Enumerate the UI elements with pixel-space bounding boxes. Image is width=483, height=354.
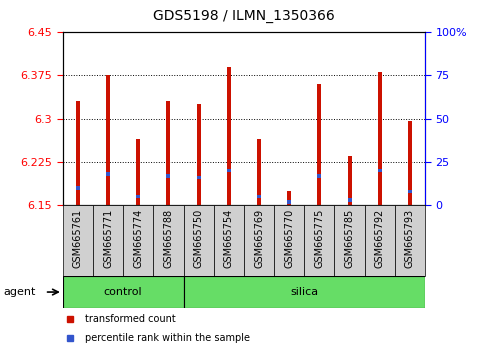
Bar [76, 101, 80, 205]
Bar [378, 169, 382, 172]
Bar [274, 205, 304, 276]
Bar [317, 84, 321, 205]
Bar [63, 205, 93, 276]
Text: GSM665792: GSM665792 [375, 209, 385, 268]
Text: GSM665785: GSM665785 [344, 209, 355, 268]
Text: GSM665770: GSM665770 [284, 209, 294, 268]
Text: GSM665775: GSM665775 [314, 209, 325, 268]
Text: GSM665788: GSM665788 [163, 209, 173, 268]
Bar [395, 205, 425, 276]
Bar [93, 205, 123, 276]
Bar [136, 195, 140, 198]
Bar [184, 276, 425, 308]
Text: silica: silica [290, 287, 318, 297]
Bar [304, 205, 334, 276]
Bar [167, 101, 170, 205]
Bar [213, 205, 244, 276]
Bar [257, 195, 261, 198]
Bar [408, 190, 412, 193]
Text: GSM665750: GSM665750 [194, 209, 204, 268]
Bar [167, 174, 170, 178]
Bar [197, 176, 200, 179]
Bar [123, 205, 154, 276]
Bar [76, 186, 80, 190]
Bar [365, 205, 395, 276]
Bar [257, 139, 261, 205]
Bar [408, 121, 412, 205]
Text: GSM665754: GSM665754 [224, 209, 234, 268]
Bar [244, 205, 274, 276]
Text: transformed count: transformed count [85, 314, 175, 325]
Bar [378, 72, 382, 205]
Text: GSM665771: GSM665771 [103, 209, 113, 268]
Bar [106, 172, 110, 176]
Bar [348, 198, 352, 202]
Bar [348, 156, 352, 205]
Text: GSM665769: GSM665769 [254, 209, 264, 268]
Bar [227, 169, 231, 172]
Text: percentile rank within the sample: percentile rank within the sample [85, 333, 250, 343]
Text: GSM665793: GSM665793 [405, 209, 415, 268]
Bar [184, 205, 213, 276]
Bar [287, 200, 291, 204]
Text: control: control [104, 287, 142, 297]
Text: GSM665761: GSM665761 [73, 209, 83, 268]
Bar [287, 191, 291, 205]
Bar [106, 75, 110, 205]
Bar [227, 67, 231, 205]
Text: agent: agent [3, 287, 36, 297]
Text: GDS5198 / ILMN_1350366: GDS5198 / ILMN_1350366 [153, 9, 335, 23]
Text: GSM665774: GSM665774 [133, 209, 143, 268]
Bar [334, 205, 365, 276]
Bar [154, 205, 184, 276]
Bar [197, 104, 200, 205]
Bar [317, 174, 321, 178]
Bar [63, 276, 184, 308]
Bar [136, 139, 140, 205]
